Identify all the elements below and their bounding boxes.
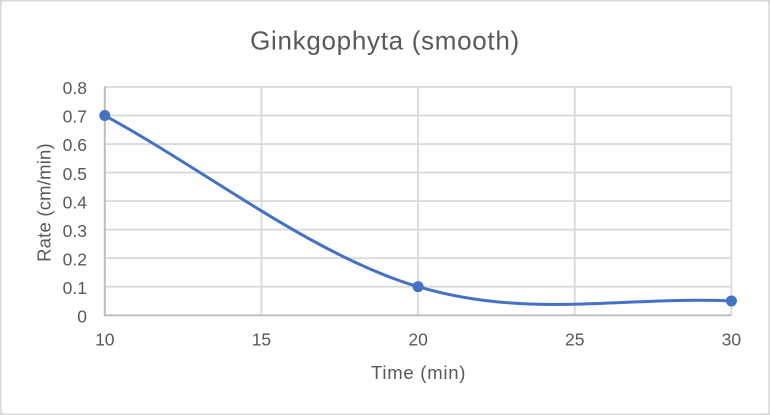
svg-text:Time (min): Time (min): [371, 362, 466, 383]
svg-text:0: 0: [77, 306, 87, 326]
svg-text:0.1: 0.1: [63, 278, 87, 298]
svg-text:Ginkgophyta (smooth): Ginkgophyta (smooth): [250, 26, 520, 56]
svg-text:0.6: 0.6: [63, 135, 87, 155]
svg-text:0.8: 0.8: [63, 78, 87, 98]
svg-text:0.4: 0.4: [63, 192, 88, 212]
svg-text:Rate (cm/min): Rate (cm/min): [33, 143, 54, 262]
svg-text:20: 20: [408, 330, 428, 350]
svg-text:0.3: 0.3: [63, 221, 87, 241]
svg-text:0.2: 0.2: [63, 249, 87, 269]
svg-text:30: 30: [722, 330, 742, 350]
svg-text:15: 15: [252, 330, 271, 350]
svg-text:10: 10: [95, 330, 115, 350]
svg-text:25: 25: [565, 330, 584, 350]
svg-text:0.5: 0.5: [63, 164, 87, 184]
svg-text:0.7: 0.7: [63, 107, 87, 127]
